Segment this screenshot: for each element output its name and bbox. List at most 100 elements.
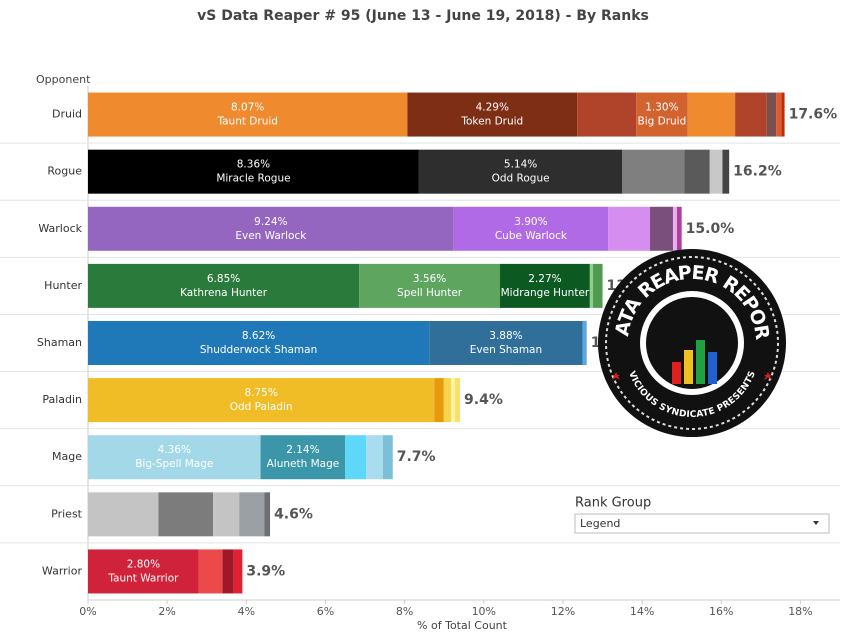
bar-segment [781,92,785,137]
bar-segment [88,263,360,308]
total-label: 4.6% [274,506,313,522]
segment-name: Spell Hunter [397,287,463,299]
total-label: 17.6% [789,107,838,123]
bar-segment [636,92,688,137]
x-tick-label: 8% [396,605,413,618]
segment-name: Kathrena Hunter [180,287,268,299]
total-label: 7.7% [397,449,436,465]
y-tick-label: Priest [51,507,83,520]
bar-segment [589,263,594,308]
bar-segment [776,92,782,137]
bar-segment [684,149,710,194]
data-label: 5.14% [504,159,537,171]
bar-segment [672,206,677,251]
bar-segment [239,492,265,537]
bar-segment [407,92,578,137]
segment-name: Midrange Hunter [501,287,590,299]
bar-segment [429,321,583,365]
bar-segment [359,263,501,308]
bar-segment [88,206,454,251]
dropdown-text: Legend [580,517,620,530]
x-tick-label: 0% [79,605,96,618]
bar-segment [260,435,346,480]
bar-segment [88,549,199,594]
bar-segment [88,149,419,194]
bar-segment [454,378,461,423]
x-tick-label: 14% [630,605,654,618]
y-tick-label: Paladin [42,393,82,406]
bar-segment [198,549,223,594]
y-tick-label: Rogue [47,165,82,178]
bar-segment [676,206,682,251]
bar-segment [722,149,730,194]
bar-segment [88,435,261,480]
bar-segment [577,92,637,137]
data-label: 3.56% [413,273,446,285]
bar-segment [213,492,240,537]
segment-name: Token Druid [460,116,523,128]
segment-name: Odd Paladin [230,401,293,413]
bar-segment [88,321,430,365]
segment-name: Big Druid [638,116,687,128]
x-tick-label: 6% [317,605,334,618]
bar-segment [418,149,623,194]
data-label: 8.62% [242,330,275,342]
data-label: 2.80% [127,558,160,570]
dropdown[interactable] [574,513,830,534]
bar-segment [233,549,243,594]
bar-segment [382,435,393,480]
bar-segment [88,378,435,423]
segment-name: Miracle Rogue [216,173,290,185]
data-label: 2.14% [286,444,319,456]
x-tick-label: 12% [551,605,575,618]
data-label: 1.30% [645,102,678,114]
y-tick-label: Hunter [44,279,82,292]
bar-segment [88,492,159,537]
chart-title: vS Data Reaper # 95 (June 13 - June 19, … [197,8,649,24]
data-label: 8.36% [237,159,270,171]
bar-segment [500,263,590,308]
bar-segment [453,206,609,251]
data-label: 2.27% [528,273,561,285]
total-label: 9.4% [464,392,503,408]
legend: Rank Group Legend [574,496,830,534]
x-tick-label: 18% [788,605,812,618]
x-tick-label: 4% [238,605,255,618]
logo-icon [708,352,717,384]
bar-segment [222,549,234,594]
bar-segment [622,149,685,194]
total-label: 16.2% [733,164,782,180]
bar-segment [687,92,736,137]
bar-segment [650,206,673,251]
total-label: 15.0% [686,221,735,237]
bar-segment [766,92,777,137]
segment-name: Even Warlock [235,230,307,242]
bar-segment [158,492,214,537]
data-label: 8.75% [244,387,277,399]
bar-segment [345,435,367,480]
bar-segment [443,378,451,423]
segment-name: Taunt Druid [216,116,278,128]
y-tick-label: Mage [52,450,82,463]
bar-segment [450,378,455,423]
bar-segment [709,149,723,194]
segment-name: Cube Warlock [495,230,568,242]
data-label: 9.24% [254,216,287,228]
logo-icon [684,350,693,384]
legend-title: Rank Group [575,496,651,511]
segment-name: Big-Spell Mage [135,458,213,470]
logo-ring [605,256,779,430]
segment-name: Taunt Warrior [107,572,179,584]
x-tick-label: 2% [158,605,175,618]
data-label: 4.29% [476,102,509,114]
x-axis-title: % of Total Count [417,619,508,632]
segment-name: Shudderwock Shaman [200,344,317,356]
segment-name: Even Shaman [470,344,542,356]
data-label: 3.88% [489,330,522,342]
data-label: 3.90% [514,216,547,228]
x-tick-label: 10% [472,605,496,618]
logo-icon [672,362,681,384]
bar-segment [88,92,408,137]
data-label: 6.85% [207,273,240,285]
